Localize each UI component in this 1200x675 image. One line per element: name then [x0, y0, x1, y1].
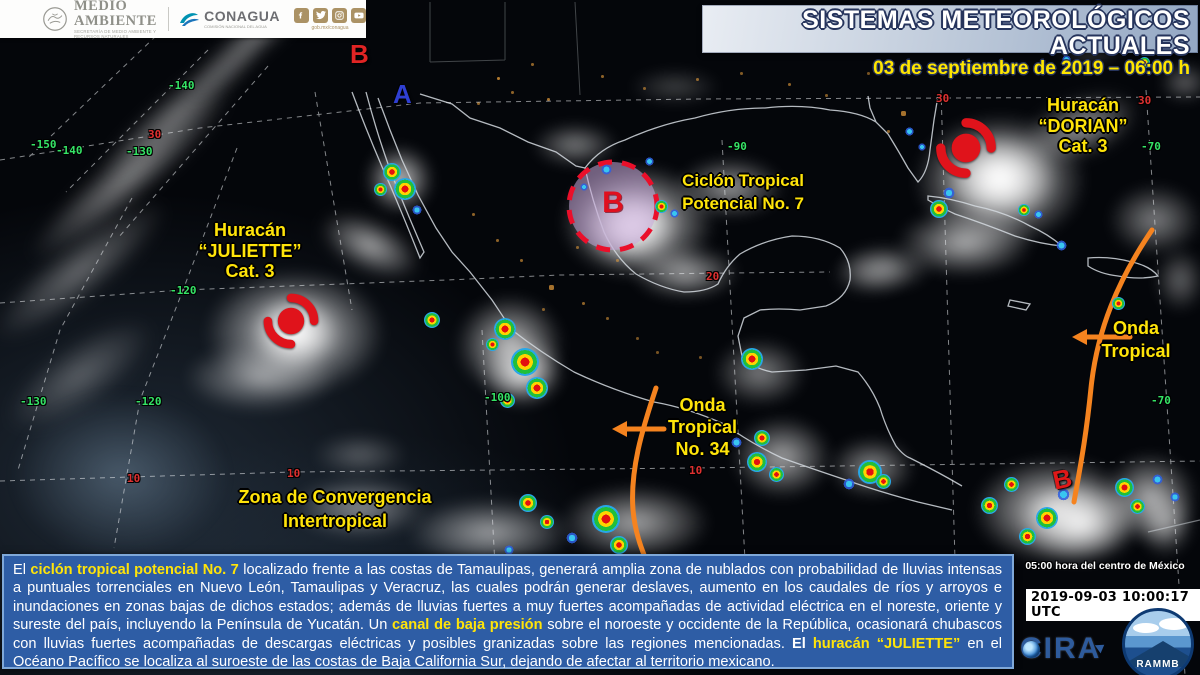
- graticule: [0, 35, 1200, 675]
- grid-label: -90: [727, 140, 747, 153]
- grid-label: -140: [168, 79, 195, 92]
- government-seal-icon: [43, 7, 67, 31]
- grid-label: 10: [287, 467, 301, 480]
- ciclon7-line2: Potencial No. 7: [682, 194, 804, 213]
- grid-label: 20: [706, 270, 720, 283]
- coastlines: [351, 91, 1200, 533]
- conagua-subtitle: COMISIÓN NACIONAL DEL AGUA: [204, 24, 267, 29]
- onda34-line3: No. 34: [675, 439, 730, 459]
- grid-label: -130: [20, 395, 47, 408]
- grid-label: 10: [689, 464, 703, 477]
- itcz-line: [0, 377, 1200, 520]
- local-time: 05:00 hora del centro de México: [1025, 560, 1185, 572]
- instagram-icon: [332, 7, 347, 23]
- onda34-line2: Tropical: [667, 417, 738, 437]
- medio-ambiente-wordmark: MEDIO AMBIENTE: [74, 0, 157, 29]
- wave-arrowheads: [612, 329, 1087, 437]
- facebook-icon: [294, 7, 309, 23]
- hurricane-icon-dorian: [941, 123, 991, 173]
- grid-label: 30: [1138, 94, 1152, 107]
- agency-banner: MEDIO AMBIENTE SECRETARÍA DE MEDIO AMBIE…: [0, 0, 366, 38]
- hurricane-icon-juliette: [268, 298, 314, 344]
- grid-label: -70: [1151, 394, 1171, 407]
- juliette-line1: Huracán: [213, 220, 287, 240]
- rammb-wordmark: RAMMB: [1136, 659, 1180, 670]
- page-title: SISTEMAS METEOROLÓGICOS ACTUALES: [802, 6, 1190, 60]
- grid-label: -150: [30, 138, 57, 151]
- pressure-letter-A: A: [393, 79, 412, 109]
- grid-label: -120: [135, 395, 162, 408]
- itcz-line2: Intertropical: [282, 511, 388, 531]
- conagua-wordmark: CONAGUA: [204, 8, 280, 24]
- cloud-icon: [1133, 623, 1159, 633]
- grid-label: 30: [936, 92, 950, 105]
- logo-divider: [167, 7, 169, 31]
- utc-timestamp: 2019-09-03 10:00:17 UTC: [1026, 589, 1200, 621]
- ondar-line2: Tropical: [1101, 341, 1171, 361]
- low-pressure-letter-b: B: [602, 186, 624, 219]
- twitter-icon: [313, 7, 328, 23]
- juliette-line3: Cat. 3: [225, 261, 275, 281]
- forecast-text: El ciclón tropical potencial No. 7 local…: [13, 562, 1003, 671]
- label-hurricane-dorian: Huracán “DORIAN” Cat. 3: [1005, 95, 1161, 157]
- title-banner: SISTEMAS METEOROLÓGICOS ACTUALES 03 de s…: [702, 5, 1198, 79]
- dorian-line3: Cat. 3: [1058, 136, 1108, 156]
- grid-label: 30: [148, 128, 162, 141]
- label-tropical-wave: Onda Tropical: [1092, 317, 1180, 363]
- medio-ambiente-subtitle: SECRETARÍA DE MEDIO AMBIENTE Y RECURSOS …: [74, 29, 157, 39]
- dorian-line2: “DORIAN”: [1038, 115, 1128, 136]
- cira-logo: CIRA: [1020, 632, 1108, 666]
- ondar-line1: Onda: [1112, 318, 1159, 338]
- social-icons: [294, 7, 366, 23]
- grid-label: 10: [127, 472, 141, 485]
- grid-label: -70: [1141, 140, 1161, 153]
- grid-label: -140: [56, 144, 83, 157]
- itcz-line1: Zona de Convergencia: [238, 487, 432, 507]
- social-handle: gob.mx/conagua: [311, 24, 349, 31]
- grid-label: -130: [126, 145, 153, 158]
- grid-label: -100: [484, 391, 511, 404]
- juliette-line2: “JULIETTE”: [198, 240, 302, 261]
- cloud-icon: [1159, 618, 1189, 630]
- label-potential-cyclone-7: Ciclón Tropical Potencial No. 7: [668, 169, 818, 215]
- grid-label: -120: [170, 284, 197, 297]
- rammb-logo: RAMMB: [1122, 608, 1194, 675]
- dorian-line1: Huracán: [1046, 95, 1120, 115]
- label-tropical-wave-34: Onda Tropical No. 34: [655, 394, 750, 460]
- mountain-icon: [1125, 641, 1191, 667]
- ciclon7-line1: Ciclón Tropical: [682, 171, 804, 190]
- tropical-wave-lines: [619, 227, 1155, 571]
- pressure-letter-B: B: [350, 39, 369, 69]
- onda34-line1: Onda: [679, 395, 726, 415]
- globe-icon: [1023, 641, 1040, 658]
- report-datetime: 03 de septiembre de 2019 – 06:00 h: [873, 58, 1190, 79]
- youtube-icon: [351, 7, 366, 23]
- conagua-logo-icon: [180, 13, 200, 26]
- forecast-panel: El ciclón tropical potencial No. 7 local…: [2, 554, 1014, 671]
- label-hurricane-juliette: Huracán “JULIETTE” Cat. 3: [170, 220, 330, 282]
- label-itcz: Zona de Convergencia Intertropical: [225, 485, 445, 533]
